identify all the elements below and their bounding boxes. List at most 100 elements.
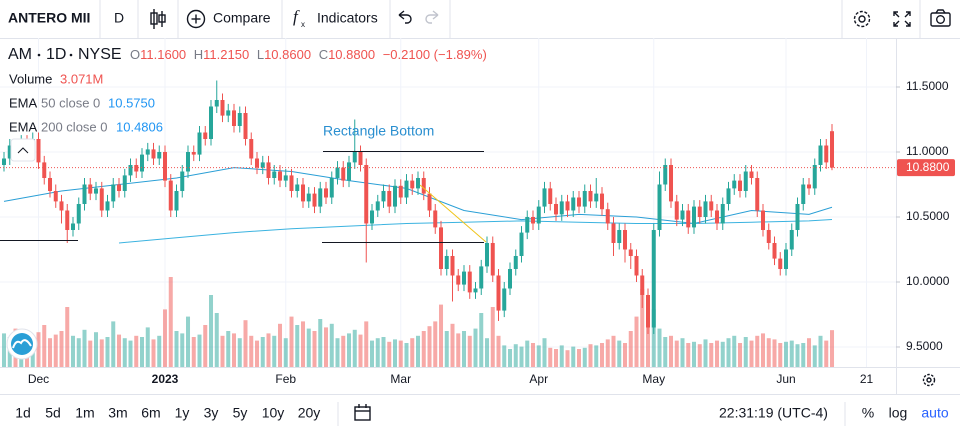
grid (0, 38, 896, 367)
candle-body (450, 255, 455, 276)
c-value: 10.8800 (328, 47, 375, 62)
last-price-label: 10.8800 (906, 160, 950, 174)
candle-body (122, 175, 127, 191)
candle-body (513, 255, 518, 269)
x-tick-label: 21 (860, 372, 874, 386)
legend: Rectangle Bottom AM 1D NYSE O11.1600 H11… (6, 46, 487, 360)
ema200-legend-value: 10.4806 (116, 119, 163, 134)
compare-button[interactable]: Compare (186, 10, 271, 29)
candle-body (82, 184, 87, 204)
range-button[interactable]: 5d (45, 405, 61, 421)
candle-body (525, 216, 530, 233)
volume-bar (818, 335, 823, 367)
ema50-legend-name[interactable]: EMA (9, 95, 38, 110)
volume-bar (651, 309, 656, 367)
volume-bar (554, 349, 559, 367)
volume-bar (640, 289, 645, 367)
snapshot-button[interactable] (930, 9, 951, 27)
range-button[interactable]: 1m (75, 405, 94, 421)
volume-bar (571, 346, 576, 367)
volume-bar (283, 338, 288, 367)
volume-bar (278, 323, 283, 367)
candle-body (381, 190, 386, 202)
legend-interval: 1D (46, 46, 66, 63)
range-button[interactable]: 1d (15, 405, 31, 421)
volume-bar (140, 337, 145, 367)
volume-bar (594, 345, 599, 367)
candle-body (531, 216, 536, 224)
volume-bar (301, 321, 306, 367)
volume-bar (623, 343, 628, 367)
percent-toggle[interactable]: % (862, 405, 874, 421)
candle-body (571, 197, 576, 211)
y-tick-label: 10.5000 (906, 209, 950, 223)
symbol-search[interactable]: ANTERO MII (8, 10, 90, 26)
candle-body (502, 288, 507, 311)
volume-bar (318, 319, 323, 367)
range-button[interactable]: 10y (262, 405, 285, 421)
candle-body (490, 242, 495, 276)
volume-bar (42, 325, 47, 367)
drawing-label: Rectangle Bottom (323, 123, 434, 139)
volume-bar (134, 335, 139, 367)
volume-bar (174, 331, 179, 367)
candle-body (456, 275, 461, 285)
candle-body (789, 229, 794, 250)
volume-bar (36, 332, 41, 367)
drawing-trend-line[interactable] (419, 184, 487, 243)
volume-bar (513, 344, 518, 367)
redo-button[interactable] (425, 10, 439, 24)
logo[interactable] (6, 328, 38, 360)
volume-legend-value: 3.071M (60, 71, 103, 86)
candle-body (220, 100, 225, 116)
volume-bar (163, 309, 168, 367)
candle-body (473, 288, 478, 293)
volume-bar (347, 333, 352, 367)
range-button[interactable]: 20y (298, 405, 321, 421)
candle-body (726, 188, 731, 204)
candle-body (812, 164, 817, 189)
candle-body (720, 203, 725, 224)
candle-body (830, 131, 835, 168)
undo-button[interactable] (398, 10, 412, 24)
volume-bar (565, 350, 570, 367)
auto-toggle[interactable]: auto (921, 405, 948, 421)
log-toggle[interactable]: log (889, 405, 908, 421)
volume-bar (519, 346, 524, 367)
volume-legend-name[interactable]: Volume (9, 71, 52, 86)
range-button[interactable]: 5y (233, 405, 248, 421)
x-tick-label: Dec (28, 372, 49, 386)
volume-bar (387, 341, 392, 367)
chart-type-button[interactable] (150, 9, 166, 29)
indicators-button[interactable]: f x Indicators (293, 7, 378, 29)
axis-settings[interactable] (922, 373, 936, 387)
volume-bar (364, 321, 369, 367)
ema200-legend-name[interactable]: EMA (9, 119, 38, 134)
range-button[interactable]: 1y (175, 405, 190, 421)
legend-collapse[interactable] (10, 138, 36, 162)
volume-bar (444, 331, 449, 367)
volume-bar (473, 328, 478, 367)
candle-body (565, 201, 570, 211)
range-button[interactable]: 3m (108, 405, 127, 421)
interval-button[interactable]: D (114, 10, 124, 26)
volume-bar (703, 339, 708, 367)
volume-bar (801, 343, 806, 367)
volume-bar (335, 338, 340, 367)
candle-body (801, 184, 806, 204)
volume-bar (738, 343, 743, 367)
candle-body (467, 271, 472, 293)
volume-bar (824, 340, 829, 367)
range-button[interactable]: 3y (204, 405, 219, 421)
candle-body (174, 190, 179, 211)
settings-button[interactable] (853, 10, 871, 28)
candle-body (686, 210, 691, 228)
date-range-button[interactable] (354, 404, 371, 421)
candle-body (669, 164, 674, 202)
candle-body (94, 188, 99, 194)
candle-body (318, 188, 323, 207)
range-button[interactable]: 6m (141, 405, 160, 421)
l-key: L (257, 47, 264, 62)
fullscreen-button[interactable] (893, 11, 911, 27)
candle-body (352, 151, 357, 163)
